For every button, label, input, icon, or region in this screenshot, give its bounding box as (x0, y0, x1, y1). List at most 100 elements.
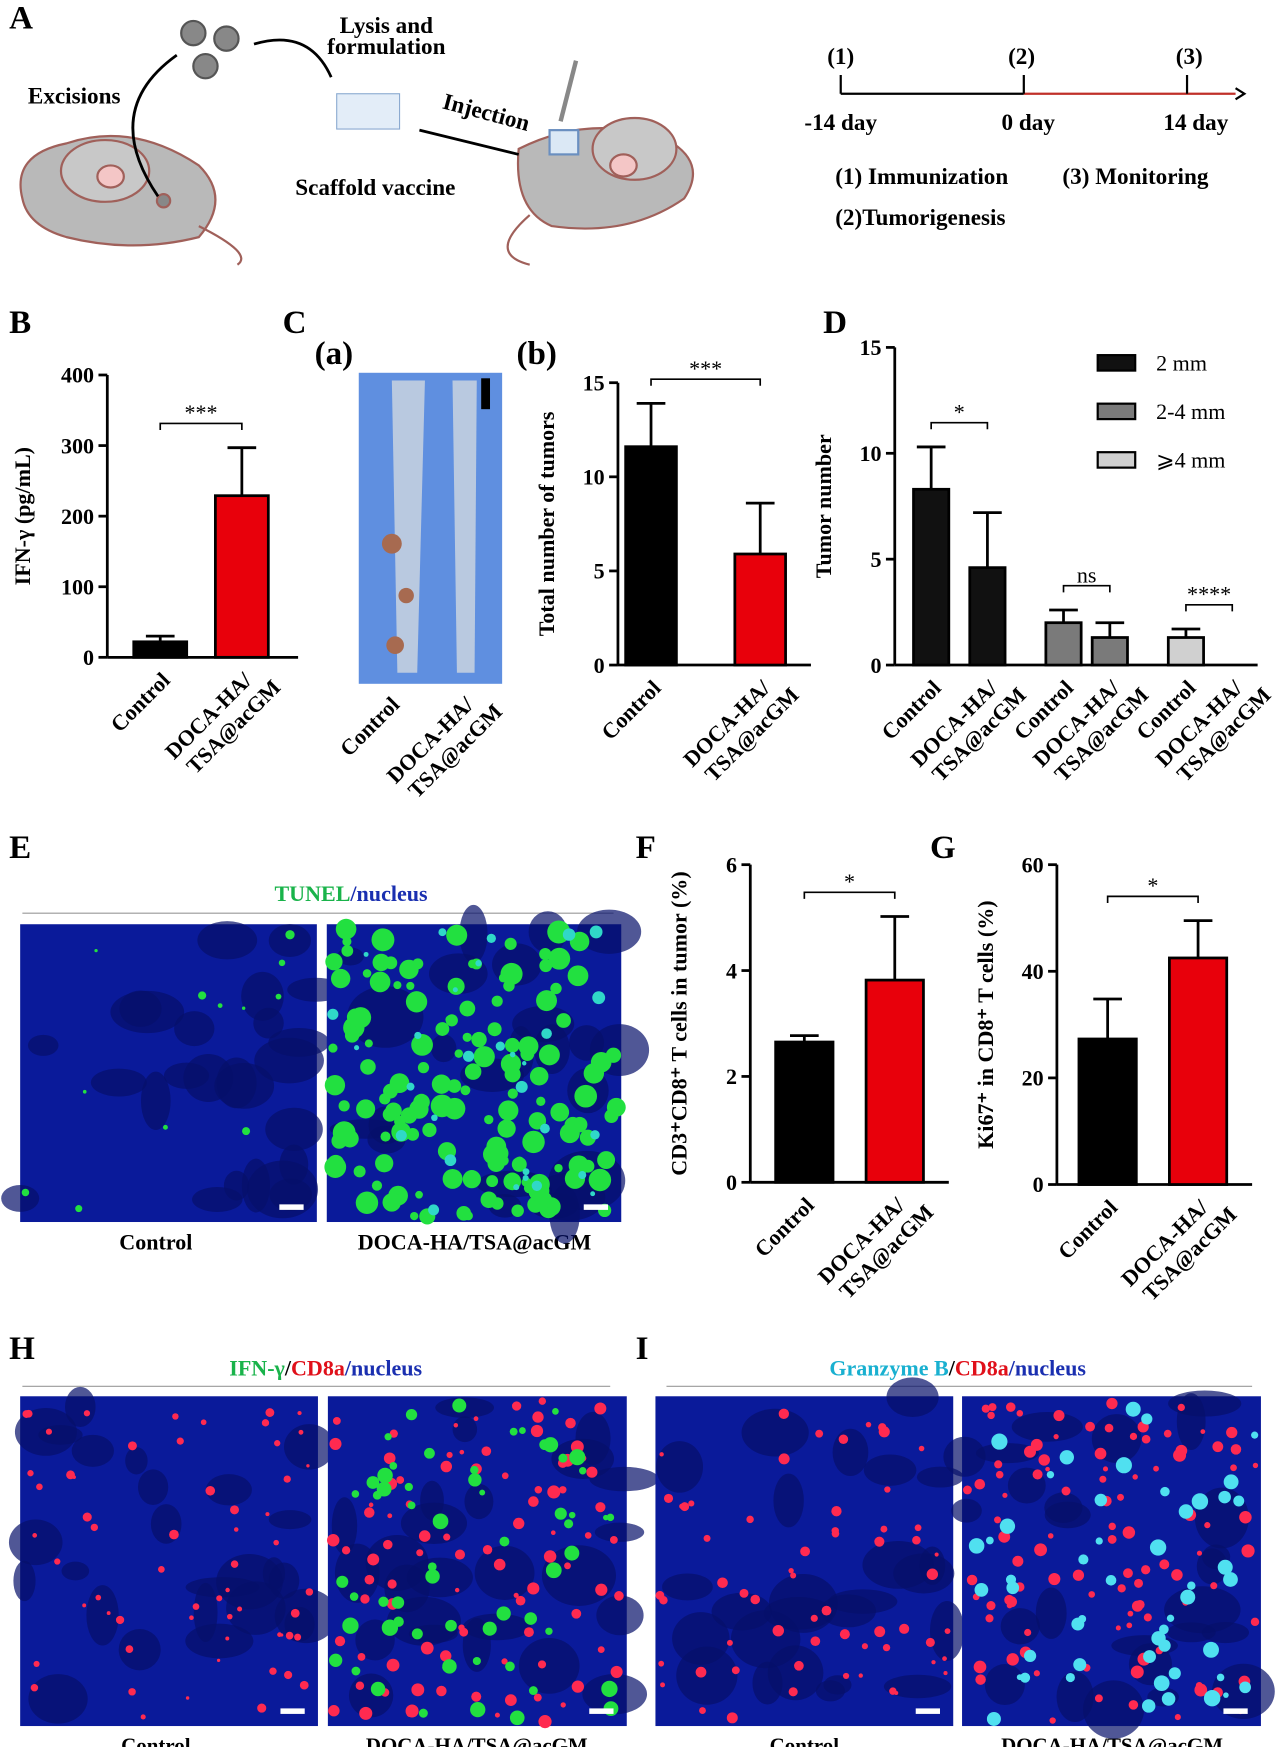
micrograph-texture (886, 1377, 939, 1417)
micrograph-cell (366, 1476, 380, 1489)
x-tick-label: DOCA-HA/TSA@acGM (813, 1181, 939, 1307)
significance-bracket (803, 891, 896, 899)
micrograph-cell (1105, 1575, 1117, 1586)
timeline-legend: (2)Tumorigenesis (835, 205, 1005, 231)
micrograph-cell (491, 995, 503, 1007)
micrograph-texture (8, 1519, 63, 1566)
micrograph-cell (592, 991, 606, 1005)
micrograph-cell (464, 1063, 482, 1080)
y-tick-label: 0 (726, 1170, 737, 1195)
micrograph-cell (395, 1130, 407, 1142)
micrograph-texture (976, 1443, 1040, 1464)
micrograph-cell (831, 1506, 842, 1517)
micrograph-cell (360, 1594, 370, 1604)
micrograph-cell (524, 1612, 538, 1625)
micrograph-cell (482, 1621, 497, 1636)
micrograph-cell (986, 1711, 1001, 1726)
micrograph-cell (471, 1691, 482, 1702)
micrograph-cell (428, 1204, 440, 1216)
micrograph-cell (1127, 1610, 1134, 1617)
micrograph-cell (406, 1710, 413, 1717)
micrograph-cell (838, 1434, 849, 1444)
micrograph-cell (543, 1550, 557, 1563)
x-label-group: DOCA-HA/TSA@acGM (1116, 1184, 1242, 1310)
micrograph-cell (411, 1628, 423, 1640)
micrograph-cell (452, 987, 458, 993)
micrograph-cell (1107, 1534, 1117, 1544)
micrograph-texture (268, 1510, 312, 1530)
micrograph-cell (564, 1545, 580, 1561)
y-tick-label: 4 (726, 958, 737, 983)
x-tick-label: Control (750, 1192, 819, 1261)
micrograph-cell (389, 1073, 410, 1093)
micrograph-cell (261, 1419, 270, 1427)
micrograph-cell (452, 1398, 467, 1413)
micrograph-cell (536, 1096, 546, 1106)
significance-bracket (1185, 603, 1234, 612)
micrograph-cell (1019, 1672, 1031, 1683)
micrograph-cell (498, 1100, 519, 1121)
micrograph-cell (590, 1051, 612, 1073)
micrograph-cell (285, 930, 295, 940)
micrograph-cell (505, 1661, 515, 1672)
micrograph-cell (568, 1511, 576, 1519)
micrograph-cell (330, 968, 351, 989)
micrograph-cell (538, 1397, 547, 1405)
micrograph-cell (509, 1710, 525, 1726)
micrograph-texture (86, 1585, 119, 1646)
micrograph-cell (1016, 1674, 1023, 1681)
micrograph-cell (444, 1154, 457, 1167)
micrograph-cell (82, 1512, 92, 1522)
bar (912, 487, 951, 667)
micrograph-cell (360, 1059, 376, 1075)
micrograph-cell (1049, 1717, 1056, 1724)
micrograph-cell (158, 1565, 165, 1573)
panel-label: C (283, 305, 307, 341)
photo (358, 372, 503, 684)
y-tick-label: 10 (859, 441, 881, 466)
micrograph-cell (278, 959, 286, 967)
error-bar (789, 1034, 819, 1043)
y-tick-label: 200 (61, 504, 94, 529)
x-tick-label: DOCA-HA/TSA@acGM (382, 681, 508, 807)
micrograph-cell (504, 937, 517, 950)
x-tick-label: DOCA-HA/TSA@acGM (1116, 1184, 1242, 1310)
micrograph-cell (435, 1022, 450, 1036)
micrograph-cell (349, 1592, 359, 1601)
micrograph-cell (481, 1446, 492, 1456)
micrograph-cell (501, 1658, 508, 1665)
micrograph-cell (237, 1606, 243, 1612)
micrograph-cell (431, 1114, 438, 1122)
y-tick-label: 400 (61, 363, 94, 388)
micrograph-texture (347, 986, 424, 1048)
micrograph-cell (1115, 1457, 1132, 1474)
micrograph-cell (417, 1062, 430, 1074)
micrograph-cell (1178, 1504, 1194, 1519)
micrograph-texture (1044, 1492, 1083, 1523)
micrograph-texture (1176, 1393, 1206, 1451)
micrograph-cell (462, 1032, 472, 1042)
micrograph-cell (1078, 1615, 1087, 1623)
significance-label: *** (185, 400, 218, 425)
micrograph-cell (140, 1714, 146, 1720)
micrograph-cell (1159, 1624, 1169, 1635)
micrograph-cell (328, 1043, 338, 1053)
micrograph-cell (944, 1628, 951, 1635)
micrograph-cell (578, 1171, 587, 1180)
micrograph-cell (552, 1408, 559, 1415)
micrograph-cell (540, 1123, 550, 1134)
micrograph-cell (548, 947, 571, 970)
micrograph-texture (773, 1473, 804, 1528)
micrograph-cell (495, 1041, 505, 1051)
micrograph-cell (659, 1596, 668, 1605)
micrograph-cell (522, 1174, 529, 1181)
micrograph-cell (425, 1569, 440, 1584)
micrograph-cell (1108, 1522, 1116, 1531)
micrograph-texture (90, 1068, 147, 1097)
micrograph-cell (1045, 1466, 1050, 1472)
error-bar (1183, 919, 1213, 958)
micrograph-cell (1230, 1444, 1242, 1455)
micrograph-cell (547, 1485, 561, 1499)
micrograph-cell (522, 1130, 545, 1154)
micrograph-cell (533, 1693, 542, 1702)
